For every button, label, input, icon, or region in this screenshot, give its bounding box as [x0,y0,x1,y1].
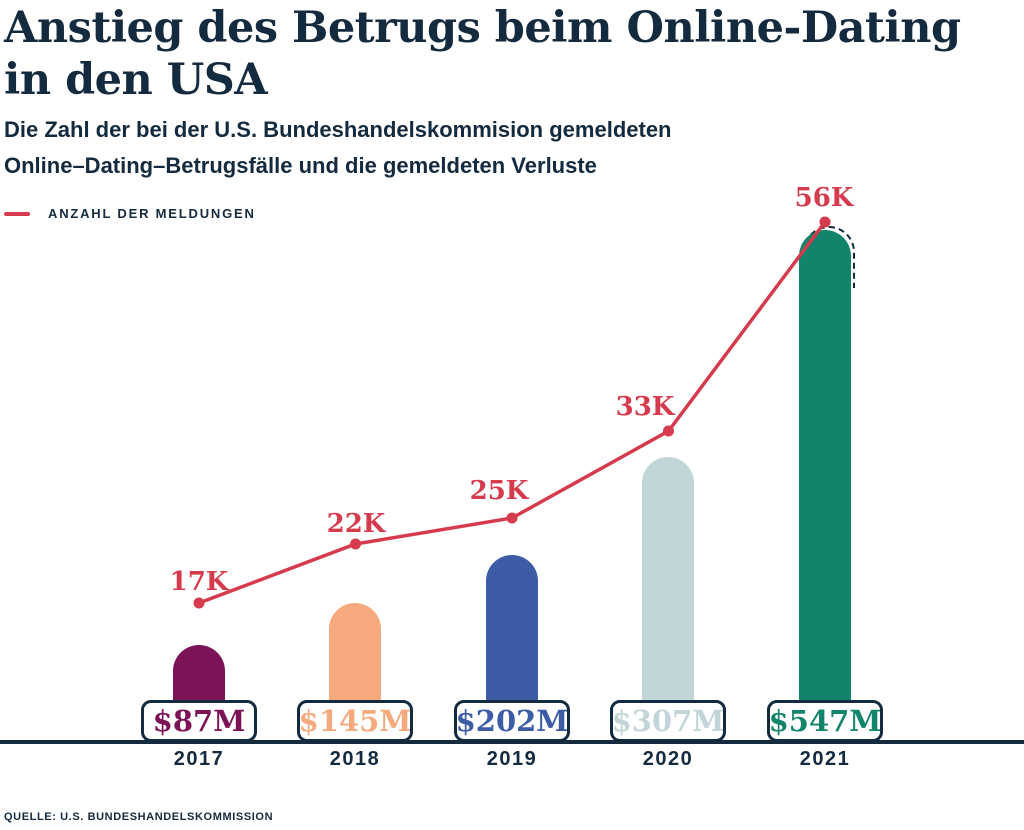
year-label-2020: 2020 [642,748,694,770]
reports-point-2018 [350,538,361,550]
reports-point-2017 [193,597,205,609]
year-label-2021: 2021 [799,748,851,770]
chart-subtitle: Die Zahl der bei der U.S. Bundeshandelsk… [4,112,672,184]
loss-badge-2019: $202M [454,700,570,742]
reports-label-2021: 56K [794,183,854,213]
reports-label-2019: 25K [469,476,529,506]
legend-label: ANZAHL DER MELDUNGEN [48,206,256,221]
loss-badge-2017: $87M [141,700,257,742]
title-line-1: Anstieg des Betrugs beim Online-Dating [4,3,961,53]
title-line-2: in den USA [4,55,268,105]
reports-point-2020 [663,425,674,437]
loss-value-2019: $202M [455,704,569,738]
loss-badge-2020: $307M [610,700,726,742]
subtitle-line-2: Online–Dating–Betrugsfälle und die gemel… [4,153,597,178]
loss-value-2018: $145M [298,704,412,738]
loss-value-2017: $87M [152,704,246,738]
year-label-2019: 2019 [486,748,538,770]
bar-2021 [799,230,851,742]
legend-line-swatch [4,211,30,216]
year-label-2017: 2017 [173,748,225,770]
source-note: QUELLE: U.S. BUNDESHANDELSKOMMISSION [4,811,274,823]
loss-badge-2018: $145M [297,700,413,742]
year-label-2018: 2018 [329,748,381,770]
legend: ANZAHL DER MELDUNGEN [4,206,256,221]
reports-label-2020: 33K [615,392,675,422]
x-axis-line [0,740,1024,744]
reports-line [198,220,827,605]
loss-value-2020: $307M [611,704,725,738]
reports-point-2019 [506,512,518,524]
loss-value-2021: $547M [768,704,882,738]
subtitle-line-1: Die Zahl der bei der U.S. Bundeshandelsk… [4,117,672,142]
reports-label-2018: 22K [326,509,386,539]
loss-badge-2021: $547M [767,700,883,742]
page-title: Anstieg des Betrugs beim Online-Dating i… [4,2,961,106]
reports-label-2017: 17K [169,567,229,597]
